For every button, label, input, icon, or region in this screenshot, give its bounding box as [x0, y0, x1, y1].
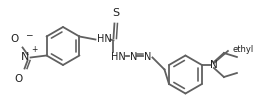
Text: N: N [144, 52, 151, 61]
Text: HN: HN [97, 35, 112, 45]
Text: N: N [21, 53, 30, 62]
Text: N: N [130, 52, 137, 61]
Text: N: N [210, 60, 218, 70]
Text: O: O [14, 73, 23, 83]
Text: O: O [10, 35, 18, 45]
Text: −: − [24, 31, 32, 40]
Text: S: S [112, 9, 119, 19]
Text: ethyl: ethyl [233, 45, 254, 54]
Text: HN: HN [112, 52, 126, 61]
Text: +: + [32, 45, 38, 54]
